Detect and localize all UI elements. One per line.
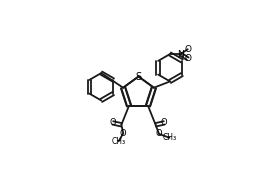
Text: O: O <box>109 118 116 127</box>
Text: O: O <box>184 54 191 63</box>
Text: O: O <box>156 130 162 138</box>
Text: CH₃: CH₃ <box>111 137 125 146</box>
Text: O: O <box>161 118 168 127</box>
Text: O: O <box>184 45 191 54</box>
Text: S: S <box>135 72 142 81</box>
Text: CH₃: CH₃ <box>162 133 176 142</box>
Text: N: N <box>177 50 184 58</box>
Text: O: O <box>120 129 127 138</box>
